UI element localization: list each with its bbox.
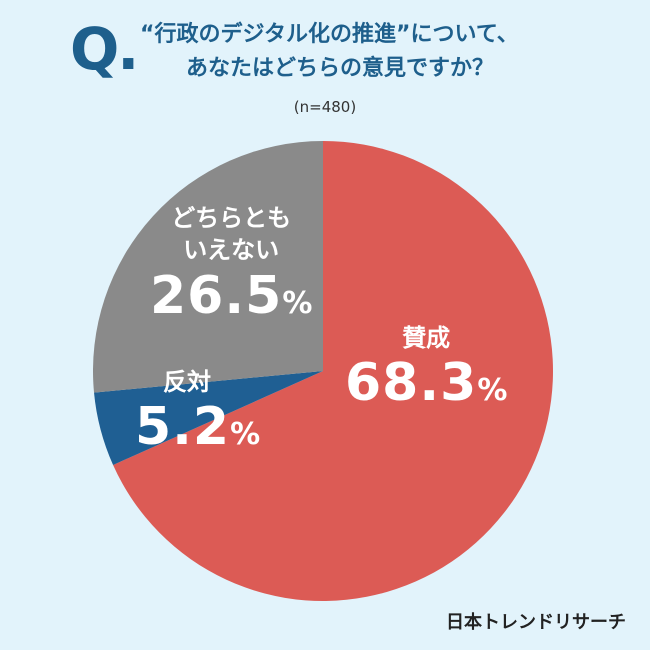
question-line-2: あなたはどちらの意見ですか？ [186,56,495,81]
slice-value-yes: 68.3% [345,353,508,413]
slice-label-yes: 賛成 68.3% [345,318,507,413]
pie-slice-neither [93,141,324,393]
pie-slice-no [94,371,323,465]
question-line-1: “行政のデジタル化の推進”について、 [140,22,519,47]
question-text: “行政のデジタル化の推進”について、 あなたはどちらの意見ですか？ [140,18,610,86]
slice-value-no: 5.2% [135,397,261,457]
slice-category-neither-line2: いえない [183,236,280,264]
slice-value-neither: 26.5% [150,266,313,326]
slice-category-neither-line1: どちらとも [171,204,292,232]
brand-logo: 日本トレンドリサーチ [446,612,626,633]
sample-size: (n=480) [293,98,357,116]
slice-label-neither: どちらとも いえない 26.5% [150,202,312,326]
pie-slice-yes [113,141,553,601]
slice-category-yes: 賛成 [402,324,451,352]
slice-label-no: 反対 5.2% [135,362,260,457]
slice-category-no: 反対 [163,368,211,396]
question-mark: Q. [70,15,139,83]
